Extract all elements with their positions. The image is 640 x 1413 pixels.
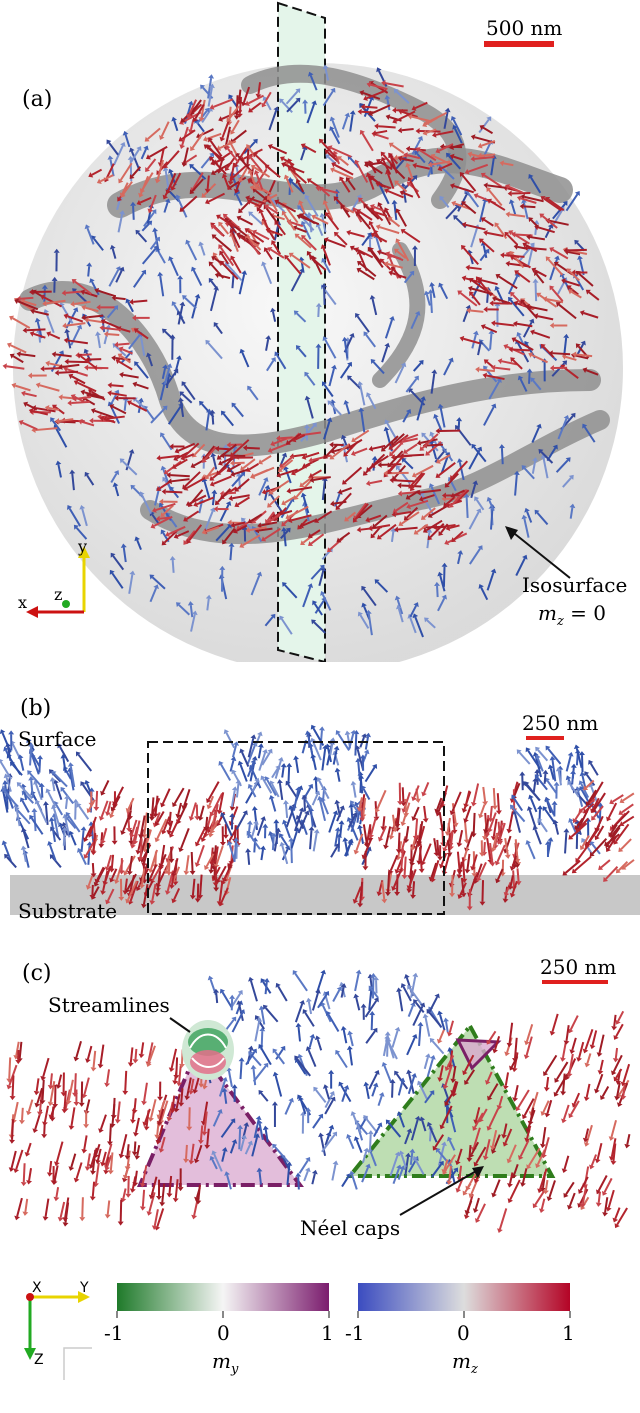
panel-a-label: (a) [22, 87, 52, 112]
axis-y-label-c: Y [79, 1280, 89, 1296]
scale-bar-c: 250 nm [540, 955, 616, 984]
colorbar-my-gradient [117, 1283, 329, 1311]
isosurface-pointer [509, 529, 571, 579]
colorbar-mz-gradient [358, 1283, 570, 1311]
panel-c: Streamlines Néel caps (c) 250 nm [6, 955, 631, 1240]
colorbar-my-min: -1 [104, 1321, 123, 1345]
colorbar-mz-label: mz [452, 1349, 478, 1377]
panel-b: (b) Surface Substrate 250 nm [0, 696, 640, 923]
colorbar-mz-max: 1 [562, 1321, 575, 1345]
magnetization-arrows-b [0, 724, 635, 911]
scale-bar-b-text: 250 nm [522, 711, 598, 735]
magnetization-arrows-c [6, 969, 631, 1233]
streamlines-label: Streamlines [48, 993, 170, 1017]
isosurface-pointer-head [505, 526, 518, 540]
axes-triad-a: y x z [18, 537, 90, 618]
surface-label: Surface [18, 727, 97, 751]
neel-caps-label: Néel caps [300, 1216, 400, 1240]
scale-bar-b: 250 nm [522, 711, 598, 740]
scale-bar-c-text: 250 nm [540, 955, 616, 979]
streamlines-blob [182, 1020, 234, 1080]
scale-bar-a: 500 nm [484, 16, 562, 47]
colorbar-my-mid: 0 [217, 1321, 230, 1345]
axis-z-label-a: z [54, 585, 62, 604]
colorbars: X Y Z -1 0 1 my -1 0 1 mz [24, 1280, 575, 1380]
scale-bar-b-line [526, 736, 564, 740]
streamlines-pointer [169, 1017, 191, 1033]
colorbar-my: -1 0 1 my [104, 1283, 334, 1377]
colorbar-mz-min: -1 [345, 1321, 364, 1345]
axes-triad-c: X Y Z [24, 1280, 92, 1380]
colorbar-my-label: my [212, 1349, 239, 1377]
panel-a: (a) 500 nm Isosurface mz = 0 y x z [2, 1, 627, 662]
isosurface-equation: mz = 0 [538, 601, 606, 629]
colorbar-mz-mid: 0 [457, 1321, 470, 1345]
substrate-label: Substrate [18, 899, 117, 923]
scale-bar-a-text: 500 nm [486, 16, 562, 40]
neel-pointer [399, 1169, 479, 1216]
panel-b-label: (b) [20, 696, 51, 721]
zoom-box [147, 741, 445, 915]
neel-cap-top [455, 1038, 502, 1071]
colorbar-mz: -1 0 1 mz [345, 1283, 575, 1377]
neel-pointer-head [472, 1166, 484, 1178]
cutting-plane [277, 1, 326, 662]
scale-bar-a-line [484, 41, 554, 47]
scale-bar-c-line [542, 980, 608, 984]
axis-z-label-c: Z [34, 1352, 44, 1368]
axis-y-label-a: y [77, 537, 87, 556]
magnetization-arrows-a [2, 64, 600, 638]
axis-x-label-c: X [32, 1280, 42, 1296]
isosurface-label: Isosurface [522, 573, 627, 597]
panel-c-label: (c) [22, 961, 52, 986]
axis-x-label-a: x [18, 593, 27, 612]
colorbar-my-max: 1 [321, 1321, 334, 1345]
